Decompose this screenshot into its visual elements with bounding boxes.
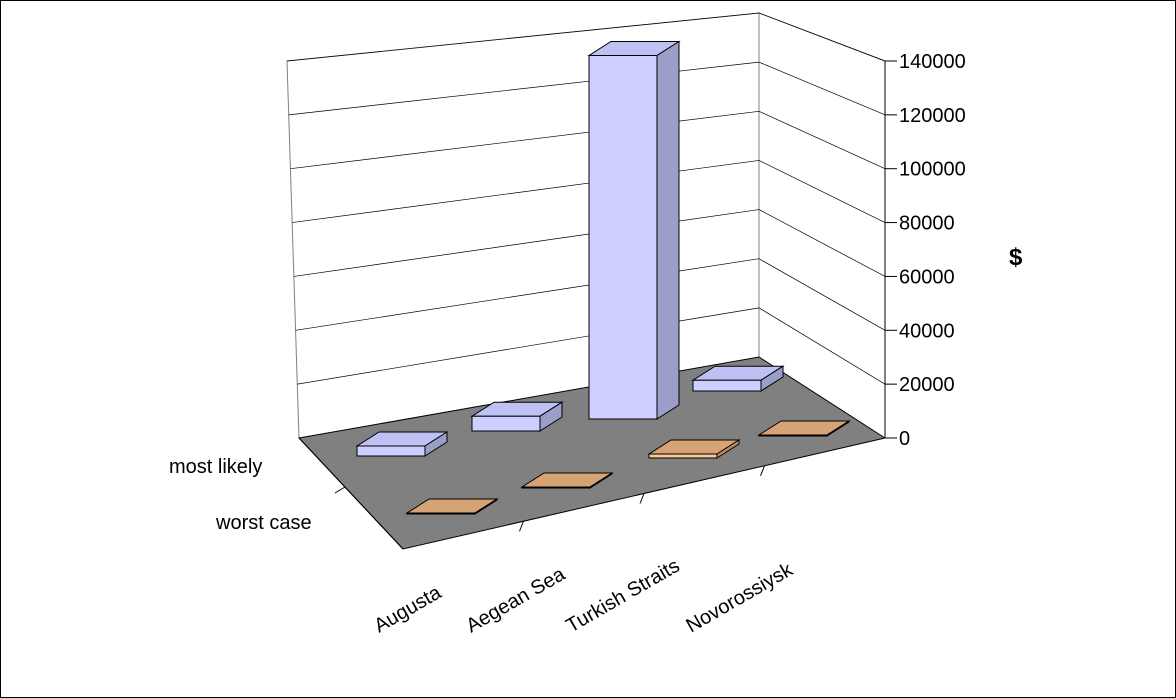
series-axis-line bbox=[298, 437, 404, 550]
gridline-back bbox=[288, 61, 760, 116]
gridline-back bbox=[297, 307, 760, 385]
bar-front bbox=[521, 486, 591, 489]
x-tick-mark bbox=[519, 521, 524, 532]
bar-front bbox=[588, 55, 658, 420]
y-tick-label: 120000 bbox=[899, 105, 966, 127]
bar-front bbox=[758, 434, 828, 437]
gridline-side bbox=[758, 110, 886, 170]
y-tick-label: 60000 bbox=[899, 266, 955, 288]
bar-front bbox=[648, 453, 718, 459]
gridline-side bbox=[758, 307, 886, 385]
series-tick-mark bbox=[334, 486, 346, 494]
bar-worst-case-1 bbox=[520, 472, 614, 489]
y-axis-title: $ bbox=[1009, 244, 1023, 271]
bar-side bbox=[826, 420, 850, 437]
bar-side bbox=[539, 401, 563, 432]
y-tick-label: 140000 bbox=[899, 51, 966, 73]
gridline-back bbox=[292, 160, 760, 223]
y-tick-label: 80000 bbox=[899, 213, 955, 235]
gridline-side bbox=[758, 160, 886, 223]
bar-front bbox=[406, 512, 476, 515]
bar-most-likely-1 bbox=[470, 401, 564, 432]
bar-most-likely-0 bbox=[355, 431, 449, 457]
y-tick-label: 40000 bbox=[899, 320, 955, 342]
bar-most-likely-2 bbox=[587, 40, 681, 420]
series-label: most likely bbox=[169, 456, 262, 478]
chart-walls bbox=[286, 12, 886, 439]
x-tick-label: Aegean Sea bbox=[463, 563, 570, 638]
gridlines bbox=[286, 12, 886, 385]
series-label: worst case bbox=[215, 512, 312, 534]
y-tick-label: 20000 bbox=[899, 374, 955, 396]
bars bbox=[355, 40, 851, 515]
bar-front bbox=[356, 445, 426, 457]
x-tick-mark bbox=[639, 493, 645, 504]
bar-worst-case-3 bbox=[757, 420, 851, 437]
bar-front bbox=[471, 415, 541, 432]
bar-worst-case-2 bbox=[647, 439, 741, 459]
gridline-back bbox=[293, 209, 760, 277]
bar-side bbox=[424, 431, 448, 457]
x-tick-mark bbox=[760, 465, 765, 476]
gridline-back bbox=[290, 110, 760, 170]
y-tick-label: 0 bbox=[899, 428, 910, 450]
bar-side bbox=[760, 365, 784, 392]
bar-side bbox=[474, 498, 498, 515]
x-tick-label: Turkish Straits bbox=[563, 555, 684, 638]
bar-side bbox=[589, 472, 613, 489]
series-axis-labels: most likely worst case bbox=[169, 437, 404, 550]
bar-side bbox=[656, 40, 680, 420]
gridline-side bbox=[758, 61, 886, 116]
y-tick-label: 100000 bbox=[899, 159, 966, 181]
gridline-back bbox=[295, 258, 760, 331]
gridline-side bbox=[758, 209, 886, 277]
x-tick-label: Augusta bbox=[371, 581, 446, 637]
x-tick-label: Novorossiysk bbox=[683, 558, 798, 637]
bar-worst-case-0 bbox=[405, 498, 499, 515]
bar-most-likely-3 bbox=[691, 365, 785, 392]
gridline-side bbox=[758, 12, 886, 62]
bar-front bbox=[692, 379, 762, 392]
bar-side bbox=[716, 439, 740, 459]
gridline-back bbox=[286, 12, 760, 62]
gridline-side bbox=[758, 258, 886, 331]
y-axis-ticks: 0 20000 40000 60000 80000 100000 120000 140000 bbox=[884, 51, 966, 450]
